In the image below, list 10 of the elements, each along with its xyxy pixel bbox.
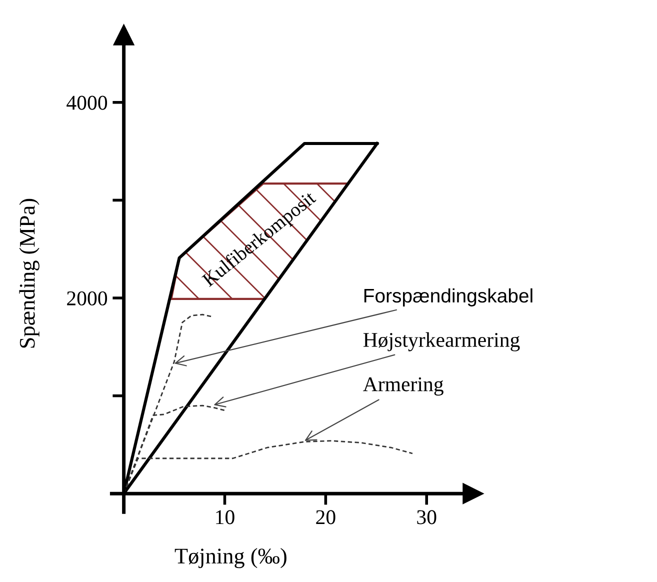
annotation: Armering — [363, 377, 444, 396]
y-tick-label: 4000 — [66, 96, 108, 110]
y-tick-label: 2000 — [67, 291, 108, 306]
x-tick-label: 20 — [316, 510, 336, 524]
x-tick-label: 10 — [216, 510, 234, 524]
annotation: Forspændingskabel — [364, 288, 532, 306]
x-tick-label: 30 — [417, 510, 436, 524]
annotation: Højstyrkearmering — [363, 332, 520, 352]
y-axis-title: Spænding (MPa) — [19, 198, 40, 348]
x-axis-title: Tøjning (‰) — [174, 548, 286, 568]
